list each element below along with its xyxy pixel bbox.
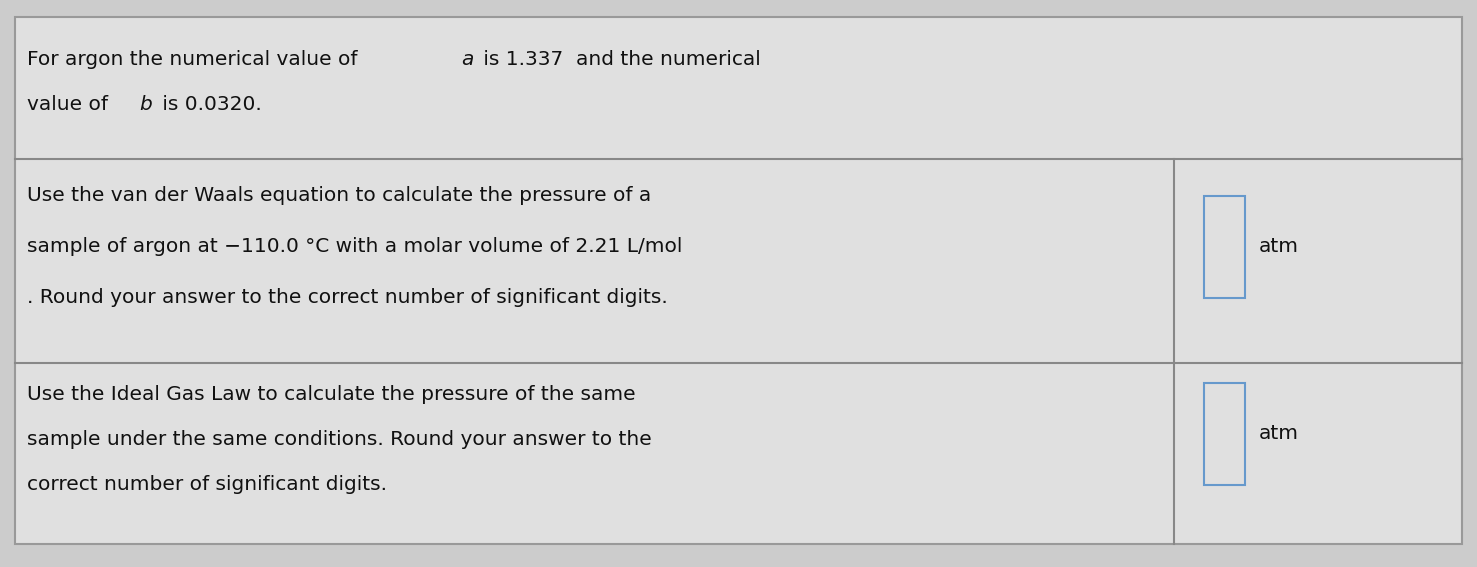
FancyBboxPatch shape [1204,383,1245,485]
Text: atm: atm [1258,237,1298,256]
Text: is 1.337  and the numerical: is 1.337 and the numerical [477,50,761,69]
Text: value of: value of [27,95,114,115]
FancyBboxPatch shape [1204,196,1245,298]
Text: correct number of significant digits.: correct number of significant digits. [27,475,387,494]
Text: atm: atm [1258,424,1298,443]
FancyBboxPatch shape [15,17,1462,544]
Text: Use the Ideal Gas Law to calculate the pressure of the same: Use the Ideal Gas Law to calculate the p… [27,384,635,404]
Text: Use the van der Waals equation to calculate the pressure of a: Use the van der Waals equation to calcul… [27,186,651,205]
Text: is 0.0320.: is 0.0320. [155,95,261,115]
Text: . Round your answer to the correct number of significant digits.: . Round your answer to the correct numbe… [27,288,668,307]
Text: sample of argon at −110.0 °C with a molar volume of 2.21 L/mol: sample of argon at −110.0 °C with a mola… [27,237,682,256]
Text: For argon the numerical value of: For argon the numerical value of [27,50,363,69]
Text: sample under the same conditions. Round your answer to the: sample under the same conditions. Round … [27,430,651,449]
Text: a: a [461,50,474,69]
Text: b: b [139,95,152,115]
